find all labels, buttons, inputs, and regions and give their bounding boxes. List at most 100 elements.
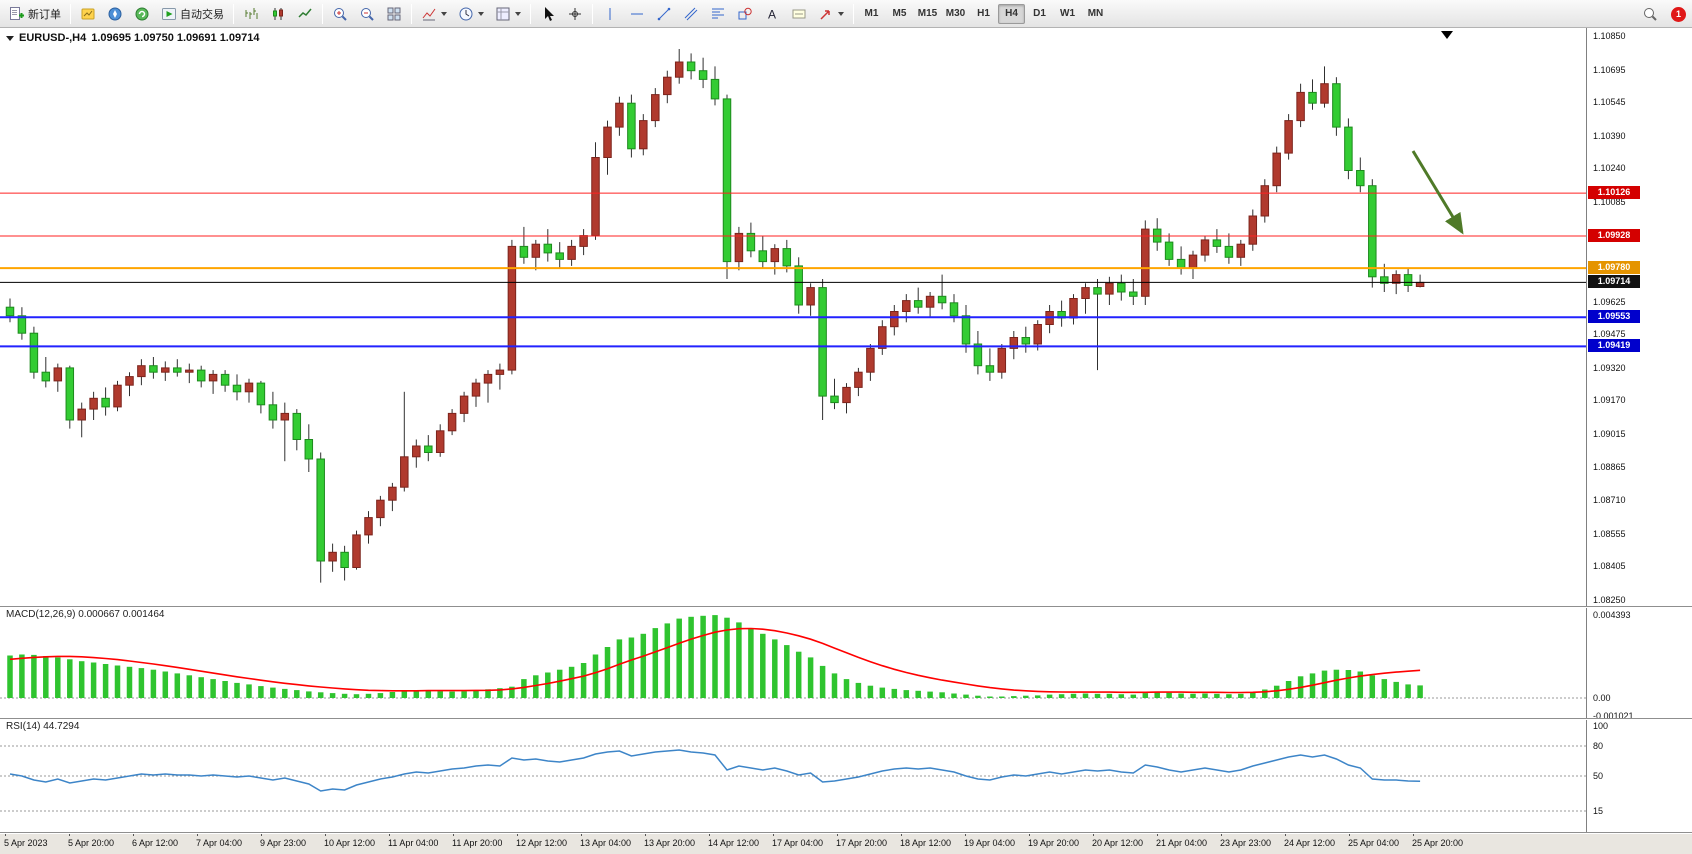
label-button[interactable] bbox=[786, 2, 812, 26]
zoom-out-button[interactable] bbox=[354, 2, 380, 26]
toolbar-separator bbox=[530, 3, 531, 24]
price-level-badge: 1.09714 bbox=[1588, 275, 1640, 289]
market-watch-button[interactable] bbox=[75, 2, 101, 26]
tile-windows-button[interactable] bbox=[381, 2, 407, 26]
indicators-button[interactable] bbox=[416, 2, 452, 26]
search-icon bbox=[1642, 6, 1658, 22]
time-axis-label: 17 Apr 20:00 bbox=[836, 838, 888, 848]
new-order-icon bbox=[9, 6, 25, 22]
community-icon bbox=[134, 6, 150, 22]
timeframe-m30-button[interactable]: M30 bbox=[942, 4, 969, 24]
time-axis-label: 10 Apr 12:00 bbox=[324, 838, 376, 848]
time-axis[interactable]: 5 Apr 2023 5 Apr 20:00 6 Apr 12:00 7 Apr 04… bbox=[0, 832, 1692, 854]
templates-button[interactable] bbox=[490, 2, 526, 26]
line-chart-icon bbox=[297, 6, 313, 22]
timeframe-w1-button[interactable]: W1 bbox=[1054, 4, 1081, 24]
new-order-label: 新订单 bbox=[28, 8, 61, 21]
chart-header: EURUSD-,H4 1.09695 1.09750 1.09691 1.097… bbox=[6, 32, 259, 44]
timeframe-m5-button[interactable]: M5 bbox=[886, 4, 913, 24]
timeframe-mn-button[interactable]: MN bbox=[1082, 4, 1109, 24]
pane-separator[interactable] bbox=[0, 718, 1692, 719]
trendline-button[interactable] bbox=[651, 2, 677, 26]
price-tick: 1.08555 bbox=[1593, 528, 1626, 539]
channel-button[interactable] bbox=[678, 2, 704, 26]
timeframe-m15-button[interactable]: M15 bbox=[914, 4, 941, 24]
price-axis[interactable]: 1.10850 1.10695 1.10545 1.10390 1.10240 1.100… bbox=[1586, 28, 1692, 832]
navigator-icon bbox=[107, 6, 123, 22]
time-axis-label: 7 Apr 04:00 bbox=[196, 838, 243, 848]
time-tick bbox=[1029, 833, 1030, 836]
vertical-line-button[interactable] bbox=[597, 2, 623, 26]
timeframe-d1-button[interactable]: D1 bbox=[1026, 4, 1053, 24]
annotation-arrow bbox=[1411, 150, 1464, 235]
toolbar-separator bbox=[853, 3, 854, 24]
search-button[interactable] bbox=[1637, 2, 1663, 26]
cursor-button[interactable] bbox=[535, 2, 561, 26]
one-click-trading-toggle-icon[interactable] bbox=[6, 35, 14, 41]
crosshair-button[interactable] bbox=[562, 2, 588, 26]
navigator-button[interactable] bbox=[102, 2, 128, 26]
timeframe-h1-button[interactable]: H1 bbox=[970, 4, 997, 24]
cursor-icon bbox=[540, 6, 556, 22]
shapes-icon bbox=[737, 6, 753, 22]
time-axis-label: 5 Apr 20:00 bbox=[68, 838, 115, 848]
arrow-tools-button[interactable] bbox=[813, 2, 849, 26]
community-button[interactable] bbox=[129, 2, 155, 26]
periods-button[interactable] bbox=[453, 2, 489, 26]
candlestick-chart-button[interactable] bbox=[265, 2, 291, 26]
crosshair-icon bbox=[567, 6, 583, 22]
price-tick: 1.10850 bbox=[1593, 31, 1626, 41]
templates-icon bbox=[495, 6, 511, 22]
time-axis-label: 13 Apr 04:00 bbox=[580, 838, 632, 848]
time-tick bbox=[1285, 833, 1286, 836]
new-order-button[interactable]: 新订单 bbox=[4, 2, 66, 26]
shapes-button[interactable] bbox=[732, 2, 758, 26]
time-tick bbox=[1093, 833, 1094, 836]
rsi-axis-80: 80 bbox=[1593, 741, 1604, 751]
toolbar-separator bbox=[70, 3, 71, 24]
chart-shift-marker bbox=[1441, 31, 1453, 39]
price-tick: 1.09170 bbox=[1593, 395, 1626, 406]
arrow-tools-icon bbox=[818, 6, 834, 22]
candlestick-chart[interactable] bbox=[0, 28, 1586, 606]
toolbar-separator bbox=[592, 3, 593, 24]
chart-ohlc: 1.09695 1.09750 1.09691 1.09714 bbox=[91, 32, 260, 44]
price-tick: 1.08710 bbox=[1593, 495, 1626, 506]
price-level-badge: 1.09553 bbox=[1588, 310, 1640, 324]
zoom-out-icon bbox=[359, 6, 375, 22]
time-axis-label: 18 Apr 12:00 bbox=[900, 838, 952, 848]
horizontal-line-button[interactable] bbox=[624, 2, 650, 26]
dropdown-arrow-icon bbox=[478, 11, 484, 16]
dropdown-arrow-icon bbox=[838, 11, 844, 16]
toolbar: 新订单 自动交易 A M1 M5 M15 M30 H1 H4 D1 W1 MN … bbox=[0, 0, 1692, 28]
chart-window: EURUSD-,H4 1.09695 1.09750 1.09691 1.097… bbox=[0, 28, 1692, 854]
bar-chart-button[interactable] bbox=[238, 2, 264, 26]
pane-separator bbox=[0, 832, 1692, 833]
notification-badge[interactable]: 1 bbox=[1671, 6, 1686, 22]
time-tick bbox=[325, 833, 326, 836]
zoom-in-button[interactable] bbox=[327, 2, 353, 26]
vertical-line-icon bbox=[602, 6, 618, 22]
fibonacci-icon bbox=[710, 6, 726, 22]
price-tick: 1.08250 bbox=[1593, 595, 1626, 605]
svg-text:A: A bbox=[768, 7, 776, 21]
timeframe-h4-button[interactable]: H4 bbox=[998, 3, 1025, 24]
price-tick: 1.09475 bbox=[1593, 329, 1626, 340]
rsi-indicator-pane[interactable] bbox=[0, 718, 1586, 832]
pane-separator[interactable] bbox=[0, 606, 1692, 607]
macd-indicator-pane[interactable] bbox=[0, 606, 1586, 718]
label-icon bbox=[791, 6, 807, 22]
autotrading-button[interactable]: 自动交易 bbox=[156, 2, 229, 26]
time-tick bbox=[5, 833, 6, 836]
time-axis-label: 6 Apr 12:00 bbox=[132, 838, 179, 848]
line-chart-button[interactable] bbox=[292, 2, 318, 26]
text-button[interactable]: A bbox=[759, 2, 785, 26]
time-tick bbox=[1413, 833, 1414, 836]
dropdown-arrow-icon bbox=[515, 11, 521, 16]
candlestick-icon bbox=[270, 6, 286, 22]
toolbar-separator bbox=[411, 3, 412, 24]
fibonacci-button[interactable] bbox=[705, 2, 731, 26]
price-level-badge: 1.09419 bbox=[1588, 339, 1640, 353]
timeframe-m1-button[interactable]: M1 bbox=[858, 4, 885, 24]
time-axis-label: 19 Apr 04:00 bbox=[964, 838, 1016, 848]
